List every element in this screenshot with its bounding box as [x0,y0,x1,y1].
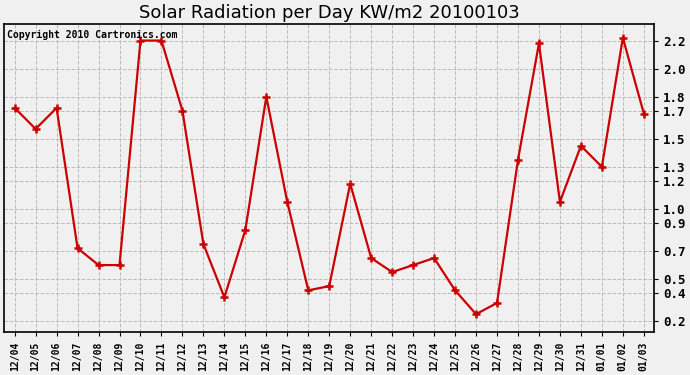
Text: Copyright 2010 Cartronics.com: Copyright 2010 Cartronics.com [8,30,178,40]
Title: Solar Radiation per Day KW/m2 20100103: Solar Radiation per Day KW/m2 20100103 [139,4,520,22]
